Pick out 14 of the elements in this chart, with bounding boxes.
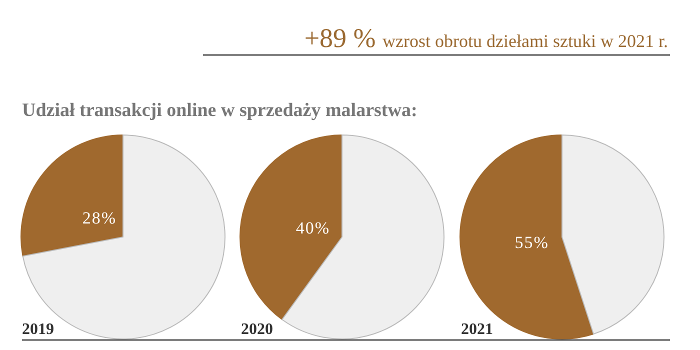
chart-subtitle: Udział transakcji online w sprzedaży malarstwa: xyxy=(22,100,418,121)
data-label: 40% xyxy=(296,218,330,238)
text: 2021 xyxy=(461,321,493,338)
pie-slice xyxy=(20,134,124,257)
data-label: 28% xyxy=(82,208,117,228)
pie-slice xyxy=(562,134,664,335)
pie-slice xyxy=(240,134,342,320)
text: 2019 xyxy=(22,321,54,338)
data-label: 55% xyxy=(514,232,549,252)
pie-slice xyxy=(460,134,594,340)
text: 2020 xyxy=(241,321,273,338)
pie-slice xyxy=(22,134,226,340)
pie-slice xyxy=(282,134,444,340)
text: +89 % wzrost obrotu dziełami sztuki w 2021 r. xyxy=(304,23,668,53)
